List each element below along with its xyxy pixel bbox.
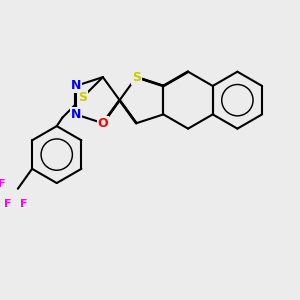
Text: N: N [70,108,81,121]
Text: F: F [20,200,27,209]
Text: S: S [132,70,141,84]
Text: F: F [4,200,12,209]
Text: O: O [98,117,108,130]
Text: F: F [0,179,6,190]
Text: S: S [78,91,87,104]
Text: N: N [70,80,81,92]
